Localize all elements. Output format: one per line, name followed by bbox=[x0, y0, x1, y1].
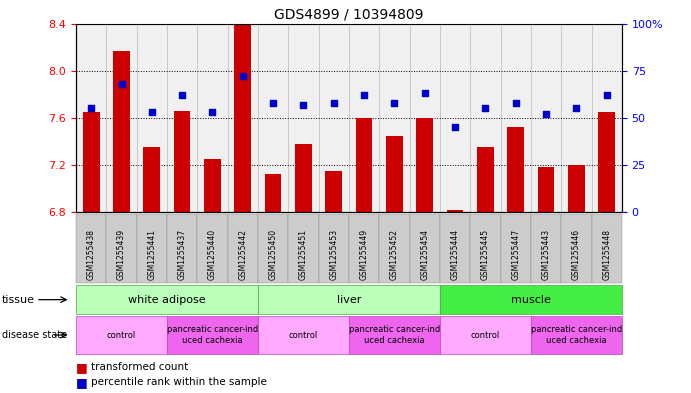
Text: GSM1255443: GSM1255443 bbox=[542, 229, 551, 280]
Bar bbox=[386, 136, 403, 212]
Text: tissue: tissue bbox=[2, 295, 35, 305]
Bar bbox=[295, 144, 312, 212]
Text: transformed count: transformed count bbox=[91, 362, 189, 372]
Point bbox=[328, 100, 339, 106]
Text: GSM1255451: GSM1255451 bbox=[299, 229, 308, 280]
Text: muscle: muscle bbox=[511, 295, 551, 305]
Text: GSM1255454: GSM1255454 bbox=[420, 229, 429, 280]
Bar bbox=[83, 112, 100, 212]
Point bbox=[177, 92, 188, 98]
Text: GSM1255450: GSM1255450 bbox=[269, 229, 278, 280]
Text: GSM1255449: GSM1255449 bbox=[359, 229, 368, 280]
Text: ■: ■ bbox=[76, 361, 88, 374]
Bar bbox=[417, 118, 433, 212]
Text: GSM1255439: GSM1255439 bbox=[117, 229, 126, 280]
Text: control: control bbox=[471, 331, 500, 340]
Bar bbox=[113, 51, 130, 212]
Point bbox=[86, 105, 97, 112]
Text: GSM1255446: GSM1255446 bbox=[572, 229, 581, 280]
Text: control: control bbox=[289, 331, 318, 340]
Text: GSM1255442: GSM1255442 bbox=[238, 229, 247, 280]
Text: liver: liver bbox=[337, 295, 361, 305]
Text: GSM1255437: GSM1255437 bbox=[178, 229, 187, 280]
Point bbox=[207, 109, 218, 116]
Text: GSM1255441: GSM1255441 bbox=[147, 229, 156, 280]
Point bbox=[601, 92, 612, 98]
Bar bbox=[144, 147, 160, 212]
Text: pancreatic cancer-ind
uced cachexia: pancreatic cancer-ind uced cachexia bbox=[349, 325, 440, 345]
Point bbox=[237, 73, 248, 79]
Point bbox=[419, 90, 430, 97]
Point bbox=[571, 105, 582, 112]
Bar bbox=[234, 24, 251, 212]
Text: ■: ■ bbox=[76, 376, 88, 389]
Bar bbox=[265, 174, 281, 212]
Text: GSM1255445: GSM1255445 bbox=[481, 229, 490, 280]
Text: GSM1255448: GSM1255448 bbox=[603, 229, 612, 280]
Text: GSM1255440: GSM1255440 bbox=[208, 229, 217, 280]
Point bbox=[267, 100, 278, 106]
Bar bbox=[356, 118, 372, 212]
Text: GSM1255447: GSM1255447 bbox=[511, 229, 520, 280]
Bar bbox=[477, 147, 494, 212]
Point bbox=[450, 124, 461, 130]
Text: GSM1255444: GSM1255444 bbox=[451, 229, 460, 280]
Bar bbox=[568, 165, 585, 212]
Point bbox=[298, 101, 309, 108]
Bar bbox=[325, 171, 342, 212]
Text: pancreatic cancer-ind
uced cachexia: pancreatic cancer-ind uced cachexia bbox=[531, 325, 622, 345]
Point bbox=[510, 100, 521, 106]
Text: pancreatic cancer-ind
uced cachexia: pancreatic cancer-ind uced cachexia bbox=[167, 325, 258, 345]
Text: percentile rank within the sample: percentile rank within the sample bbox=[91, 377, 267, 387]
Point bbox=[540, 111, 551, 117]
Text: white adipose: white adipose bbox=[128, 295, 206, 305]
Bar bbox=[538, 167, 554, 212]
Title: GDS4899 / 10394809: GDS4899 / 10394809 bbox=[274, 7, 424, 21]
Bar bbox=[447, 210, 464, 212]
Text: control: control bbox=[107, 331, 136, 340]
Point bbox=[389, 100, 400, 106]
Bar bbox=[174, 111, 191, 212]
Bar bbox=[507, 127, 524, 212]
Point bbox=[116, 81, 127, 87]
Text: disease state: disease state bbox=[2, 330, 67, 340]
Point bbox=[359, 92, 370, 98]
Bar bbox=[204, 159, 221, 212]
Bar bbox=[598, 112, 615, 212]
Text: GSM1255438: GSM1255438 bbox=[86, 229, 95, 280]
Point bbox=[480, 105, 491, 112]
Text: GSM1255452: GSM1255452 bbox=[390, 229, 399, 280]
Text: GSM1255453: GSM1255453 bbox=[330, 229, 339, 280]
Point bbox=[146, 109, 158, 116]
